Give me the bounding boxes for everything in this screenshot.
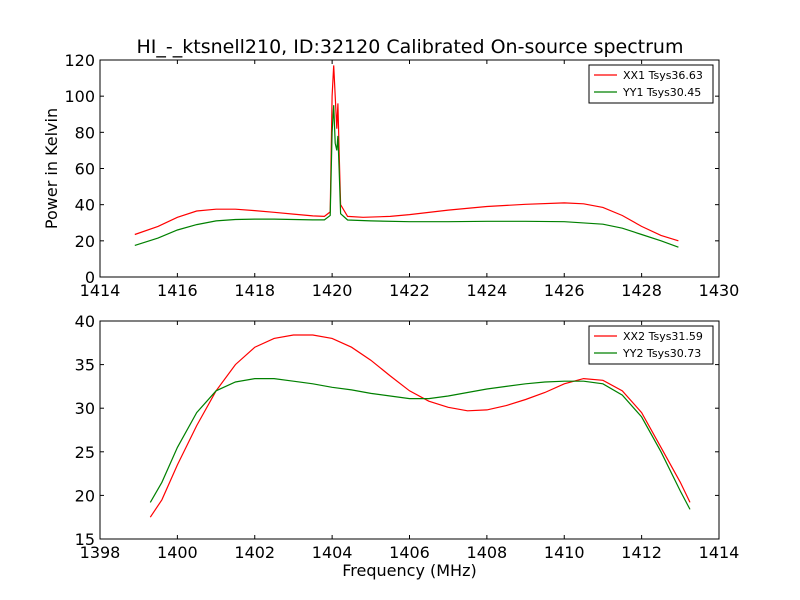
y-tick-label: 40 [75, 312, 95, 331]
chart-title: HI_-_ktsnell210, ID:32120 Calibrated On-… [137, 36, 684, 58]
x-tick-label: 1418 [234, 281, 275, 300]
x-tick-label: 1398 [80, 543, 121, 562]
x-tick-label: 1426 [544, 281, 585, 300]
y-tick-label: 80 [75, 123, 95, 142]
lower-spectrum-panel: 1398 1400 1402 1404 1406 1408 1410 1412 1414 15 20… [75, 312, 740, 580]
series-line-yy1 [134, 105, 679, 248]
legend: XX1 Tsys36.63 YY1 Tsys30.45 [588, 64, 714, 104]
legend-label: YY2 Tsys30.73 [622, 347, 701, 360]
y-tick-label: 15 [75, 530, 95, 549]
y-tick-label: 60 [75, 160, 95, 179]
y-axis-title: Power in Kelvin [42, 108, 61, 229]
x-tick-label: 1412 [621, 543, 662, 562]
legend-label: XX1 Tsys36.63 [623, 69, 703, 82]
y-tick-label: 100 [64, 87, 95, 106]
legend-box [588, 325, 714, 365]
y-tick-label: 30 [75, 399, 95, 418]
y-tick-label: 20 [75, 486, 95, 505]
y-tick-label: 20 [75, 232, 95, 251]
x-tick-label: 1408 [467, 543, 508, 562]
y-tick-label: 35 [75, 356, 95, 375]
y-tick-label: 40 [75, 196, 95, 215]
y-tick-label: 0 [85, 268, 95, 287]
legend-box [588, 64, 714, 104]
upper-spectrum-panel: 1414 1416 1418 1420 1422 1424 1426 1428 1430 0 20 4… [42, 51, 739, 300]
x-tick-label: 1422 [389, 281, 430, 300]
series-line-yy2 [149, 378, 691, 510]
x-tick-label: 1402 [234, 543, 275, 562]
series-line-xx1 [134, 65, 679, 242]
x-tick-label: 1400 [157, 543, 198, 562]
x-tick-label: 1428 [621, 281, 662, 300]
x-tick-label: 1414 [699, 543, 740, 562]
legend-label: XX2 Tsys31.59 [623, 330, 703, 343]
x-tick-label: 1404 [312, 543, 353, 562]
x-axis-title: Frequency (MHz) [342, 561, 476, 580]
series-line-xx2 [149, 334, 691, 518]
x-tick-label: 1416 [157, 281, 198, 300]
legend: XX2 Tsys31.59 YY2 Tsys30.73 [588, 325, 714, 365]
x-tick-label: 1414 [80, 281, 121, 300]
x-tick-label: 1424 [467, 281, 508, 300]
legend-label: YY1 Tsys30.45 [622, 86, 701, 99]
x-tick-label: 1430 [699, 281, 740, 300]
y-tick-label: 25 [75, 443, 95, 462]
y-tick-label: 120 [64, 51, 95, 70]
x-tick-label: 1410 [544, 543, 585, 562]
x-tick-label: 1406 [389, 543, 430, 562]
x-tick-label: 1420 [312, 281, 353, 300]
